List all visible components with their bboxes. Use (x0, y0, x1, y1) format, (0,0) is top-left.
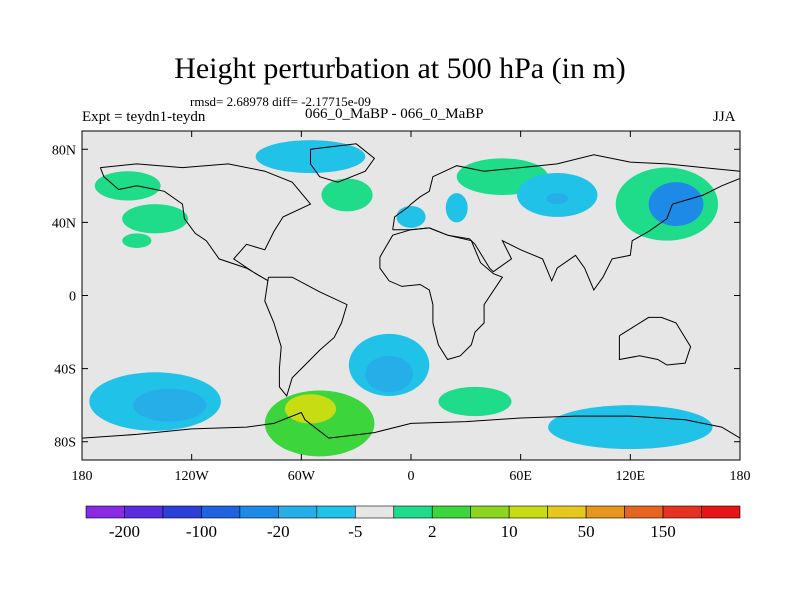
coastline-2 (310, 143, 376, 183)
colorbar-bin-12 (547, 505, 587, 519)
anomaly-region-15 (133, 388, 207, 422)
colorbar-bin-3 (201, 505, 241, 519)
colorbar-label-3: -5 (348, 522, 362, 541)
axis-ticks: 180 120W 60W 0 60E 120E 180 80N 40N 0 40S 80S (52, 131, 751, 484)
coastline-6 (618, 316, 692, 366)
colorbar-bin-2 (162, 505, 202, 519)
anomaly-region-5 (122, 233, 152, 248)
colorbar-bin-14 (624, 505, 664, 519)
colorbar-bin-0 (85, 505, 125, 519)
y-tick-label-3: 40S (54, 363, 76, 378)
colorbar-label-7: 150 (650, 522, 676, 541)
y-tick-label-2: 0 (69, 290, 76, 305)
y-tick-label-1: 40N (52, 216, 76, 231)
anomaly-region-11 (546, 193, 569, 205)
colorbar-label-4: 2 (428, 522, 437, 541)
colorbar-label-5: 10 (501, 522, 518, 541)
y-tick-label-4: 80S (54, 436, 76, 451)
x-tick-label-4: 60E (509, 469, 532, 484)
colorbar-label-6: 50 (578, 522, 595, 541)
chart-title: Height perturbation at 500 hPa (in m) (174, 52, 626, 85)
anomaly-region-4 (122, 204, 189, 234)
colorbar-label-0: -200 (109, 522, 140, 541)
anomaly-region-6 (321, 178, 373, 212)
colorbar-bin-1 (124, 505, 164, 519)
experiment-label: Expt = teydn1-teydn (82, 109, 206, 125)
colorbar-bin-8 (393, 505, 433, 519)
coastline-7 (82, 411, 740, 439)
colorbar-bin-11 (508, 505, 548, 519)
colorbar-bin-7 (354, 505, 395, 519)
season-label: JJA (713, 109, 736, 125)
anomaly-region-1 (648, 182, 704, 227)
x-tick-label-5: 120E (616, 469, 646, 484)
colorbar-label-2: -20 (267, 522, 290, 541)
anomaly-region-8 (445, 193, 468, 223)
stats-line: rmsd= 2.68978 diff= -2.17715e-09 (190, 94, 371, 109)
coastline-3 (392, 154, 740, 230)
colorbar-bin-10 (470, 505, 510, 519)
colorbar-bin-6 (316, 505, 356, 519)
y-tick-label-0: 80N (52, 143, 76, 158)
colorbar-bin-4 (239, 505, 279, 519)
coastline-0 (99, 163, 312, 282)
coastline-layer (82, 143, 740, 439)
coastline-1 (264, 276, 348, 398)
colorbar-label-1: -100 (186, 522, 217, 541)
x-tick-label-3: 0 (408, 469, 415, 484)
anomaly-region-17 (284, 394, 337, 424)
x-tick-label-6: 180 (730, 469, 751, 484)
colorbar-bin-15 (662, 505, 702, 519)
anomaly-region-3 (94, 171, 161, 201)
colorbar: -200 -100 -20 -5 2 10 50 150 (85, 505, 741, 541)
colorbar-bin-5 (278, 505, 318, 519)
anomaly-region-13 (365, 355, 413, 393)
x-tick-label-0: 180 (72, 469, 93, 484)
coastline-5 (379, 227, 504, 361)
colorbar-bin-9 (431, 505, 472, 519)
x-tick-label-1: 120W (175, 469, 210, 484)
colorbar-bin-16 (701, 505, 741, 519)
anomaly-region-18 (438, 386, 512, 417)
anomaly-region-7 (396, 205, 426, 228)
case-label: 066_0_MaBP - 066_0_MaBP (305, 106, 484, 122)
x-tick-label-2: 60W (288, 469, 316, 484)
colorbar-bin-13 (585, 505, 625, 519)
anomaly-region-19 (548, 405, 713, 450)
